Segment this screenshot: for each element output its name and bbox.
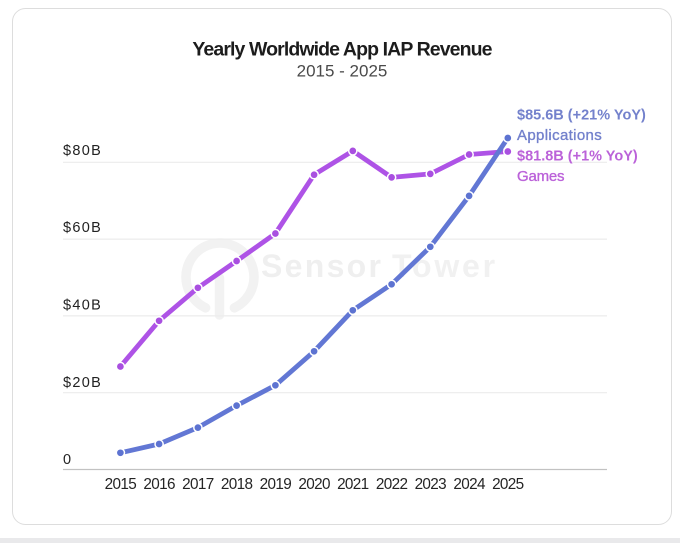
svg-text:$20B: $20B <box>63 375 102 391</box>
svg-text:Yearly Worldwide App IAP Reven: Yearly Worldwide App IAP Revenue <box>192 39 492 61</box>
svg-text:2020: 2020 <box>298 476 330 493</box>
svg-text:$40B: $40B <box>63 298 102 314</box>
svg-text:2015 - 2025: 2015 - 2025 <box>297 62 388 81</box>
svg-text:$81.8B (+1% YoY): $81.8B (+1% YoY) <box>517 149 638 165</box>
svg-text:Games: Games <box>517 168 564 185</box>
svg-text:2017: 2017 <box>182 476 214 493</box>
svg-text:2018: 2018 <box>221 476 253 493</box>
svg-text:2024: 2024 <box>453 476 486 493</box>
svg-text:0: 0 <box>63 452 72 468</box>
svg-text:$60B: $60B <box>63 220 102 236</box>
svg-text:2025: 2025 <box>492 476 524 493</box>
svg-text:2016: 2016 <box>143 476 175 493</box>
svg-text:2021: 2021 <box>337 476 369 493</box>
svg-text:$85.6B (+21% YoY): $85.6B (+21% YoY) <box>517 108 646 124</box>
svg-text:Applications: Applications <box>517 127 602 144</box>
svg-text:2023: 2023 <box>415 476 447 493</box>
svg-text:2022: 2022 <box>376 476 408 493</box>
svg-text:2019: 2019 <box>260 476 292 493</box>
svg-text:Sensor: Sensor <box>261 248 383 284</box>
svg-text:$80B: $80B <box>63 143 102 159</box>
svg-text:2015: 2015 <box>105 476 137 493</box>
